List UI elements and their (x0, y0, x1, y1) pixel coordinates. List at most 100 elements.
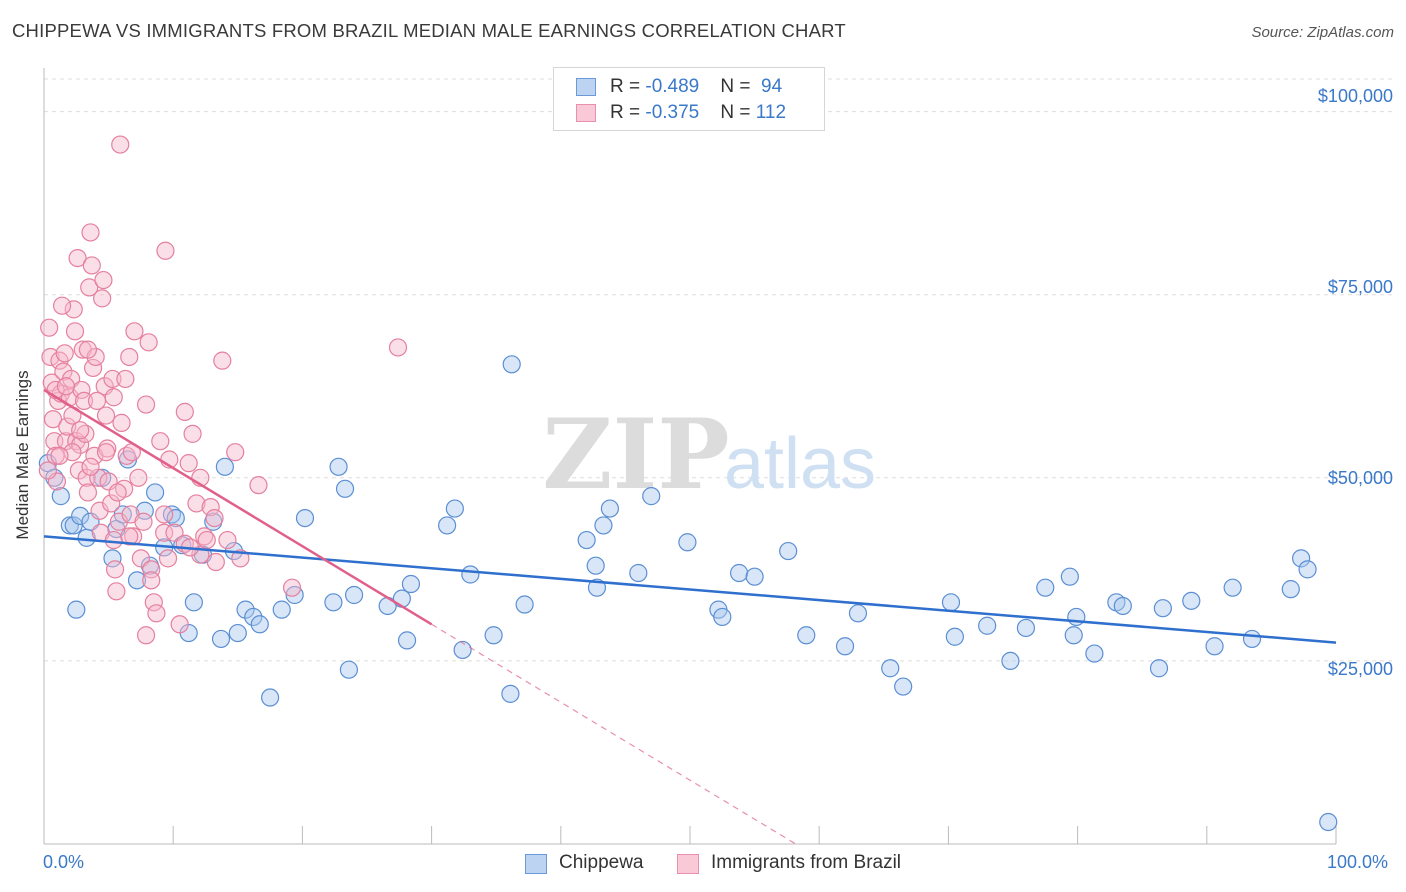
point-brazil (136, 626, 156, 645)
point-chippewa (1001, 651, 1020, 671)
point-chippewa (1113, 596, 1132, 616)
point-brazil (155, 523, 174, 542)
point-brazil (40, 318, 59, 337)
point-brazil (129, 468, 148, 487)
point-brazil (50, 446, 69, 465)
point-chippewa (978, 616, 997, 635)
point-chippewa (1292, 549, 1311, 568)
point-brazil (96, 406, 116, 425)
point-chippewa (401, 574, 421, 594)
point-chippewa (392, 589, 411, 608)
point-chippewa (250, 615, 269, 634)
y-tick-label-50000: $50,000 (1327, 468, 1393, 488)
point-chippewa (945, 627, 964, 646)
point-chippewa (397, 631, 417, 650)
source-label: Source: ZipAtlas.com (1251, 24, 1394, 41)
legend-n-value: 94 (761, 76, 783, 97)
point-chippewa (261, 688, 280, 707)
point-brazil (82, 256, 101, 275)
point-chippewa (324, 593, 343, 612)
point-chippewa (835, 637, 855, 656)
point-brazil (170, 615, 189, 634)
point-brazil (139, 333, 158, 352)
point-chippewa (461, 565, 480, 584)
point-chippewa (285, 585, 304, 605)
point-brazil (175, 402, 194, 421)
point-brazil (81, 457, 100, 476)
point-brazil (38, 461, 57, 480)
point-brazil (134, 512, 153, 531)
point-chippewa (1060, 567, 1079, 586)
trend-line-chippewa (43, 535, 1337, 644)
point-chippewa (71, 506, 90, 525)
point-brazil (197, 530, 216, 550)
point-brazil (81, 223, 100, 242)
point-chippewa (848, 604, 868, 623)
legend-r-value: -0.489 (645, 76, 700, 97)
point-brazil (43, 410, 63, 429)
point-chippewa (329, 457, 348, 476)
point-brazil (86, 347, 105, 367)
point-chippewa (586, 556, 605, 575)
point-chippewa (1036, 578, 1055, 597)
point-chippewa (779, 541, 798, 561)
point-chippewa (1016, 618, 1036, 638)
point-chippewa (941, 593, 961, 612)
point-chippewa (745, 567, 764, 586)
point-brazil (56, 377, 76, 396)
point-chippewa (1281, 580, 1300, 599)
point-brazil (201, 498, 220, 517)
point-brazil (72, 380, 91, 400)
point-brazil (151, 432, 170, 451)
point-chippewa (438, 516, 457, 535)
point-chippewa (236, 600, 255, 619)
point-brazil (78, 483, 98, 502)
point-chippewa (127, 571, 147, 590)
point-chippewa (484, 626, 503, 645)
point-brazil (96, 443, 116, 462)
point-brazil (116, 369, 135, 389)
point-chippewa (295, 508, 315, 528)
point-brazil (120, 347, 139, 367)
point-chippewa (184, 593, 203, 612)
point-chippewa (1153, 599, 1172, 618)
point-brazil (111, 135, 130, 154)
point-brazil (52, 296, 72, 315)
x-tick-label-max: 100.0% (1327, 852, 1389, 872)
trend-line-brazil (43, 388, 433, 626)
point-chippewa (166, 508, 185, 528)
point-chippewa (146, 483, 165, 502)
point-brazil (179, 454, 198, 473)
point-brazil (104, 530, 123, 550)
point-chippewa (515, 595, 534, 614)
point-brazil (125, 322, 144, 341)
point-brazil (205, 508, 224, 528)
point-chippewa (1223, 578, 1242, 597)
point-brazil (87, 391, 107, 411)
point-brazil (93, 289, 112, 308)
point-brazil (65, 322, 85, 341)
point-brazil (102, 494, 121, 513)
legend-r-label: R = (610, 76, 646, 97)
series-label-chippewa: Chippewa (559, 852, 644, 873)
legend-n-value: 112 (755, 102, 787, 123)
point-brazil (54, 362, 73, 381)
legend-r-value: -0.375 (645, 102, 700, 123)
point-chippewa (1298, 560, 1317, 579)
point-brazil (71, 435, 90, 454)
point-chippewa (1085, 644, 1104, 663)
point-brazil (107, 582, 126, 601)
point-chippewa (1319, 812, 1338, 832)
point-brazil (226, 443, 245, 462)
point-chippewa (501, 684, 520, 703)
point-chippewa (344, 585, 364, 605)
y-tick-label-75000: $75,000 (1327, 277, 1393, 297)
point-chippewa (894, 677, 913, 696)
watermark-atlas: atlas (724, 424, 876, 504)
point-brazil (218, 530, 237, 550)
legend-n-label: N = (720, 76, 756, 97)
point-brazil (74, 391, 94, 411)
point-chippewa (335, 479, 355, 498)
series-swatch-chippewa (525, 854, 547, 874)
